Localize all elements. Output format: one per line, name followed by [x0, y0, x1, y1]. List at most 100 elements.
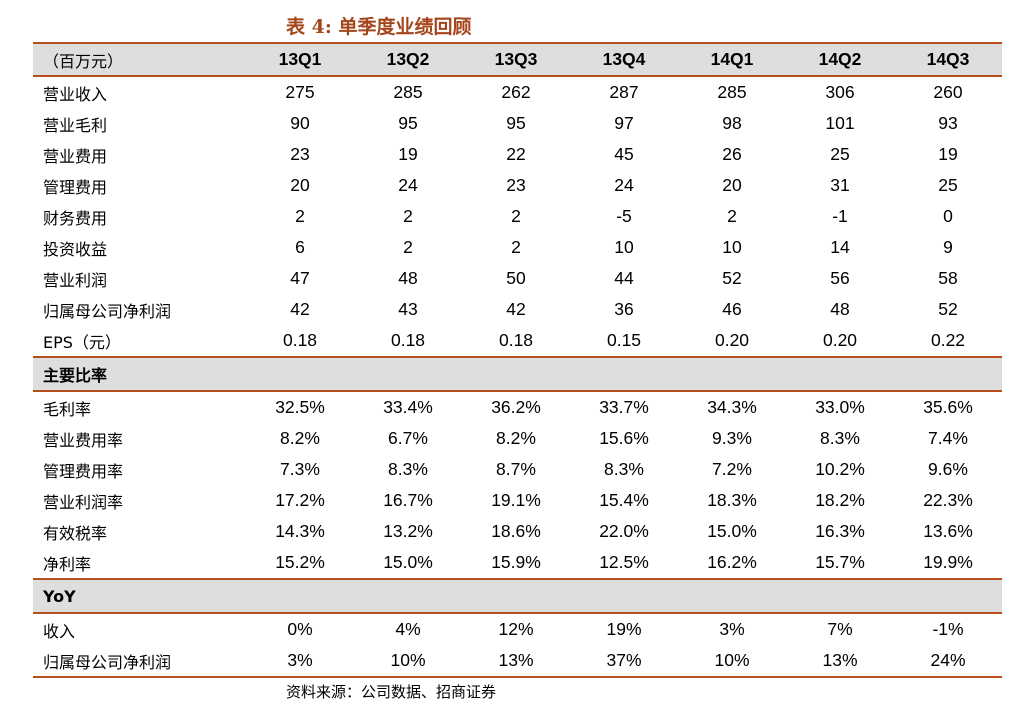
- table-cell: 8.3%: [820, 428, 860, 448]
- table-cell: 101: [825, 113, 855, 133]
- row-label: 有效税率: [43, 523, 108, 543]
- column-header: 14Q2: [786, 42, 894, 77]
- header-row: （百万元） 13Q1 13Q2 13Q3 13Q4 14Q1 14Q2 14Q3: [33, 42, 1002, 77]
- table-cell: 17.2%: [275, 490, 325, 510]
- table-cell: 2: [511, 237, 521, 257]
- section-header-ratios: 主要比率: [33, 356, 1002, 392]
- table-cell: 3%: [719, 619, 745, 639]
- table-cell: 7%: [827, 619, 853, 639]
- table-cell: 2: [403, 237, 413, 257]
- row-label: 财务费用: [43, 208, 108, 228]
- table-title: 表 4: 单季度业绩回顾: [286, 16, 472, 38]
- quarterly-results-table: （百万元） 13Q1 13Q2 13Q3 13Q4 14Q1 14Q2 14Q3 营业收入 275…: [33, 42, 1002, 678]
- table-row: 营业收入 275 285 262 287 285 306 260: [33, 76, 1002, 108]
- table-cell: 19%: [606, 619, 642, 639]
- table-cell: 36.2%: [491, 397, 541, 417]
- table-row: 管理费用率 7.3% 8.3% 8.7% 8.3% 7.2% 10.2% 9.6%: [33, 454, 1002, 485]
- table-cell: 31: [830, 175, 850, 195]
- row-label: 归属母公司净利润: [43, 301, 172, 321]
- table-cell: 42: [290, 299, 310, 319]
- table-cell: 45: [614, 144, 634, 164]
- table-cell: 13%: [462, 645, 570, 678]
- table-cell: 16.3%: [815, 521, 865, 541]
- column-header: 13Q1: [246, 42, 354, 77]
- table-cell: 97: [614, 113, 634, 133]
- section-cell: [462, 356, 570, 392]
- table-cell: 0: [943, 206, 953, 226]
- table-cell: 8.3%: [388, 459, 428, 479]
- table-cell: 23: [506, 175, 526, 195]
- section-header-yoy: YoY: [33, 578, 1002, 614]
- row-label: EPS（元）: [43, 332, 121, 352]
- row-label: 投资收益: [43, 239, 108, 259]
- table-row: 管理费用 20 24 23 24 20 31 25: [33, 170, 1002, 201]
- section-cell: [786, 578, 894, 614]
- table-cell: 7.2%: [712, 459, 752, 479]
- table-cell: 8.7%: [496, 459, 536, 479]
- table-cell: 15.0%: [707, 521, 757, 541]
- row-label: 毛利率: [43, 399, 92, 419]
- table-cell: 2: [295, 206, 305, 226]
- table-row: 净利率 15.2% 15.0% 15.9% 12.5% 16.2% 15.7% 19.9%: [33, 547, 1002, 579]
- table-cell: 15.0%: [383, 552, 433, 572]
- table-cell: 2: [403, 206, 413, 226]
- table-cell: 0.22: [930, 330, 966, 350]
- table-cell: 98: [722, 113, 742, 133]
- row-label: 营业利润: [43, 270, 108, 290]
- table-cell: 10: [722, 237, 742, 257]
- table-cell: 46: [722, 299, 742, 319]
- table-cell: 19.1%: [491, 490, 541, 510]
- section-cell: [570, 356, 678, 392]
- table-cell: 15.6%: [599, 428, 649, 448]
- table-cell: 95: [506, 113, 526, 133]
- row-label: 营业毛利: [43, 115, 108, 135]
- table-cell: 4%: [395, 619, 421, 639]
- table-cell: 260: [933, 82, 963, 102]
- table-cell: 43: [398, 299, 418, 319]
- table-cell: 33.0%: [815, 397, 865, 417]
- table-cell: 13.6%: [923, 521, 973, 541]
- table-cell: 24: [398, 175, 418, 195]
- table-cell: 48: [398, 268, 418, 288]
- row-label: 营业费用: [43, 146, 108, 166]
- table-cell: 6: [295, 237, 305, 257]
- section-label: YoY: [33, 578, 246, 614]
- row-label: 归属母公司净利润: [33, 645, 246, 678]
- column-header: 13Q4: [570, 42, 678, 77]
- row-label: 收入: [43, 621, 76, 641]
- table-cell: 10%: [678, 645, 786, 678]
- table-cell: 36: [614, 299, 634, 319]
- section-cell: [462, 578, 570, 614]
- table-row: 营业利润 47 48 50 44 52 56 58: [33, 263, 1002, 294]
- table-cell: 13.2%: [383, 521, 433, 541]
- table-cell: 10%: [354, 645, 462, 678]
- table-cell: 19: [398, 144, 418, 164]
- column-header: 14Q3: [894, 42, 1002, 77]
- column-header: 13Q3: [462, 42, 570, 77]
- table-cell: 18.2%: [815, 490, 865, 510]
- table-row: 有效税率 14.3% 13.2% 18.6% 22.0% 15.0% 16.3% 13.6%: [33, 516, 1002, 547]
- table-cell: 35.6%: [923, 397, 973, 417]
- table-cell: 285: [393, 82, 423, 102]
- table-cell: 52: [722, 268, 742, 288]
- table-row: 营业毛利 90 95 95 97 98 101 93: [33, 108, 1002, 139]
- table-cell: 0.20: [822, 330, 858, 350]
- section-cell: [894, 578, 1002, 614]
- table-cell: 275: [285, 82, 315, 102]
- table-row: 财务费用 2 2 2 -5 2 -1 0: [33, 201, 1002, 232]
- table-cell: 0.18: [390, 330, 426, 350]
- column-header: 14Q1: [678, 42, 786, 77]
- section-cell: [354, 578, 462, 614]
- row-label: 营业收入: [43, 84, 108, 104]
- table-row: 归属母公司净利润 3% 10% 13% 37% 10% 13% 24%: [33, 645, 1002, 678]
- table-cell: 37%: [570, 645, 678, 678]
- table-cell: 15.4%: [599, 490, 649, 510]
- table-cell: 48: [830, 299, 850, 319]
- table-cell: 0.20: [714, 330, 750, 350]
- table-cell: 7.3%: [280, 459, 320, 479]
- table-cell: 23: [290, 144, 310, 164]
- section-cell: [246, 578, 354, 614]
- section-cell: [678, 356, 786, 392]
- row-label: 营业利润率: [43, 492, 124, 512]
- table-cell: 33.7%: [599, 397, 649, 417]
